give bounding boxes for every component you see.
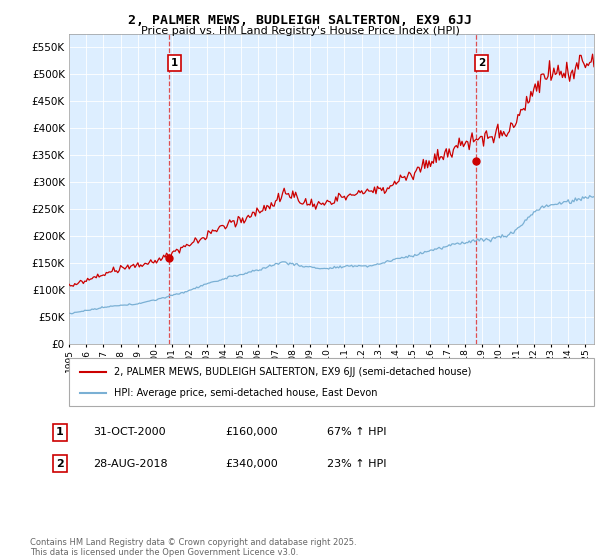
Text: 2: 2 <box>56 459 64 469</box>
Text: Contains HM Land Registry data © Crown copyright and database right 2025.
This d: Contains HM Land Registry data © Crown c… <box>30 538 356 557</box>
Text: 2, PALMER MEWS, BUDLEIGH SALTERTON, EX9 6JJ (semi-detached house): 2, PALMER MEWS, BUDLEIGH SALTERTON, EX9 … <box>113 367 471 377</box>
Text: Price paid vs. HM Land Registry's House Price Index (HPI): Price paid vs. HM Land Registry's House … <box>140 26 460 36</box>
Text: HPI: Average price, semi-detached house, East Devon: HPI: Average price, semi-detached house,… <box>113 388 377 398</box>
Text: 67% ↑ HPI: 67% ↑ HPI <box>327 427 386 437</box>
Text: 31-OCT-2000: 31-OCT-2000 <box>93 427 166 437</box>
Text: 1: 1 <box>171 58 178 68</box>
Text: 23% ↑ HPI: 23% ↑ HPI <box>327 459 386 469</box>
Text: £340,000: £340,000 <box>225 459 278 469</box>
FancyBboxPatch shape <box>69 358 594 406</box>
Text: 2, PALMER MEWS, BUDLEIGH SALTERTON, EX9 6JJ: 2, PALMER MEWS, BUDLEIGH SALTERTON, EX9 … <box>128 14 472 27</box>
Text: £160,000: £160,000 <box>225 427 278 437</box>
Text: 2: 2 <box>478 58 485 68</box>
Text: 1: 1 <box>56 427 64 437</box>
Text: 28-AUG-2018: 28-AUG-2018 <box>93 459 167 469</box>
